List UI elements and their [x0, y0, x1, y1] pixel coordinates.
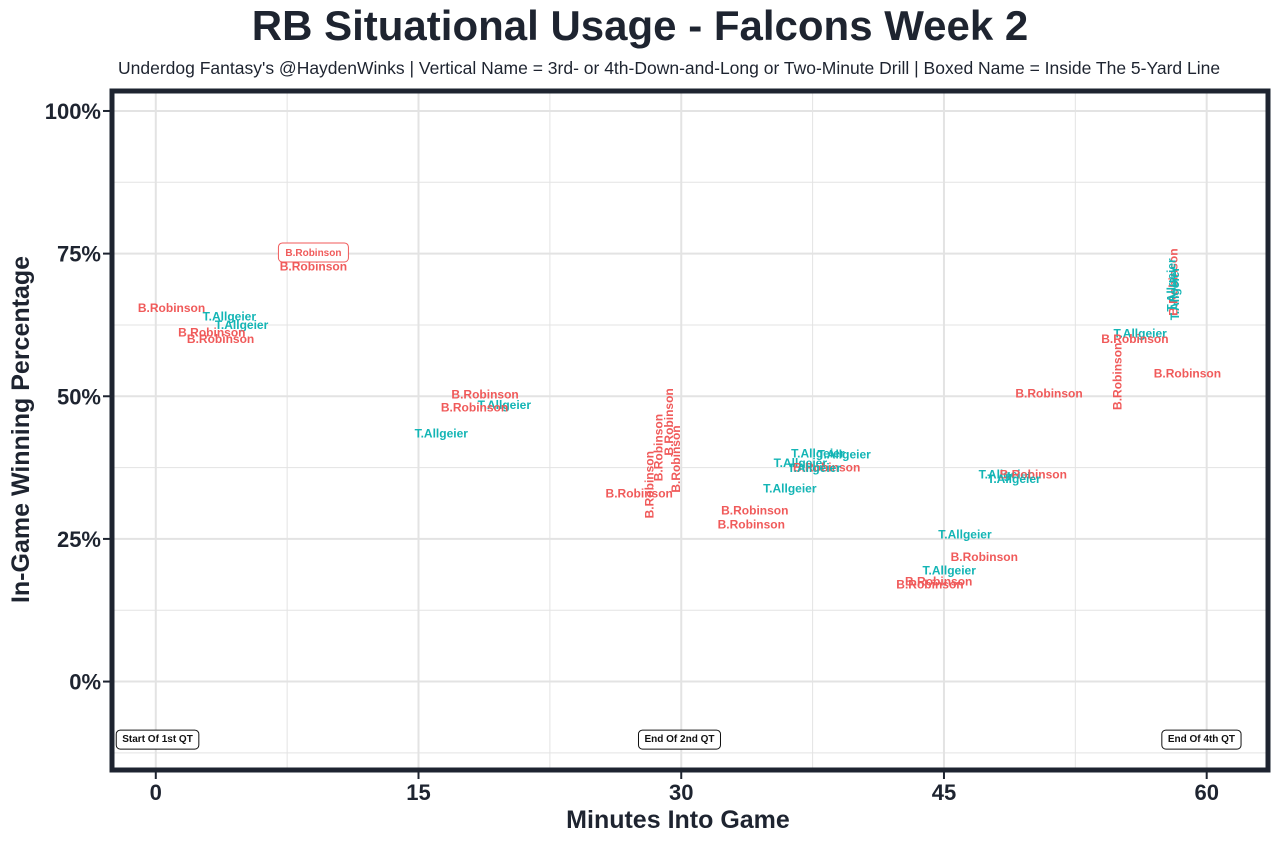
quarter-annotation-box	[637, 729, 721, 750]
vertical-point-label: B.Robinson	[1166, 248, 1180, 315]
x-axis-ticks: 0 15 30 45 60	[150, 770, 1219, 805]
vertical-point-label: B.Robinson	[651, 414, 665, 481]
point-label: T.Allgeier	[203, 309, 257, 323]
x-tick-label: 45	[932, 780, 956, 805]
quarter-annotation-text: Start Of 1st QT	[122, 734, 193, 745]
grid-lines	[112, 91, 1268, 770]
quarter-annotation-box	[1161, 729, 1242, 750]
quarter-annotation-box	[115, 729, 200, 750]
point-label: B.Robinson	[1015, 386, 1082, 400]
point-label: B.Robinson	[793, 461, 860, 475]
point-label: T.Allgeier	[763, 482, 817, 496]
y-tick-label: 0%	[69, 670, 101, 695]
chart-title: RB Situational Usage - Falcons Week 2	[251, 2, 1029, 49]
point-label: B.Robinson	[606, 486, 673, 500]
y-tick-label: 75%	[57, 242, 101, 267]
point-label: B.Robinson	[721, 503, 788, 517]
quarter-annotation-text: End Of 4th QT	[1168, 734, 1235, 745]
vertical-point-label: B.Robinson	[1110, 343, 1124, 410]
vertical-point-label: B.Robinson	[643, 451, 657, 518]
point-label: T.Allgeier	[791, 446, 845, 460]
x-tick-label: 0	[150, 780, 162, 805]
point-label: T.Allgeier	[788, 461, 842, 475]
x-tick-label: 15	[406, 780, 430, 805]
quarter-annotation: End Of 2nd QT	[637, 729, 721, 750]
x-tick-label: 30	[669, 780, 693, 805]
point-label: B.Robinson	[138, 301, 205, 315]
point-label: B.Robinson	[896, 578, 963, 592]
point-label: T.Allgeier	[987, 472, 1041, 486]
x-axis-label: Minutes Into Game	[566, 806, 790, 834]
quarter-annotation: End Of 4th QT	[1161, 729, 1242, 750]
y-tick-label: 100%	[45, 99, 101, 124]
point-label: B.Robinson	[905, 575, 972, 589]
boxed-point: B.Robinson	[277, 242, 349, 263]
vertical-point-label: B.Robinson	[662, 388, 676, 455]
point-label: B.Robinson	[718, 518, 785, 532]
point-label: B.Robinson	[441, 401, 508, 415]
point-label: T.Allgeier	[215, 318, 269, 332]
data-points: B.RobinsonT.AllgeierT.AllgeierB.Robinson…	[138, 242, 1221, 592]
point-label: T.Allgeier	[817, 447, 871, 461]
point-label: T.Allgeier	[1113, 327, 1167, 341]
point-label: B.Robinson	[187, 332, 254, 346]
y-tick-label: 25%	[57, 527, 101, 552]
point-label: T.Allgeier	[938, 527, 992, 541]
y-tick-label: 50%	[57, 384, 101, 409]
point-label: T.Allgeier	[478, 398, 532, 412]
y-axis-ticks: 0% 25% 50% 75% 100%	[45, 99, 112, 695]
vertical-point-label: T.Allgeier	[1168, 267, 1182, 321]
annotations: Start Of 1st QT End Of 2nd QT End Of 4th Q…	[115, 729, 1242, 750]
point-label: T.Allgeier	[979, 467, 1033, 481]
quarter-annotation: Start Of 1st QT	[115, 729, 200, 750]
point-label: B.Robinson	[285, 248, 341, 259]
y-axis-label: In-Game Winning Percentage	[7, 256, 35, 603]
point-label: B.Robinson	[178, 325, 245, 339]
point-label: T.Allgeier	[415, 426, 469, 440]
point-label: B.Robinson	[1154, 366, 1221, 380]
point-label: B.Robinson	[280, 260, 347, 274]
vertical-point-label: T.Allgeier	[1165, 258, 1179, 312]
point-label: B.Robinson	[1000, 467, 1067, 481]
point-label: B.Robinson	[951, 550, 1018, 564]
point-label: B.Robinson	[451, 388, 518, 402]
quarter-annotation-text: End Of 2nd QT	[644, 734, 714, 745]
point-box	[277, 242, 349, 263]
point-label: B.Robinson	[1101, 332, 1168, 346]
x-tick-label: 60	[1194, 780, 1218, 805]
chart-subtitle: Underdog Fantasy's @HaydenWinks | Vertic…	[118, 58, 1221, 78]
vertical-point-label: B.Robinson	[669, 425, 683, 492]
point-label: T.Allgeier	[774, 456, 828, 470]
plot-frame	[109, 88, 1271, 773]
point-label: T.Allgeier	[923, 563, 977, 577]
